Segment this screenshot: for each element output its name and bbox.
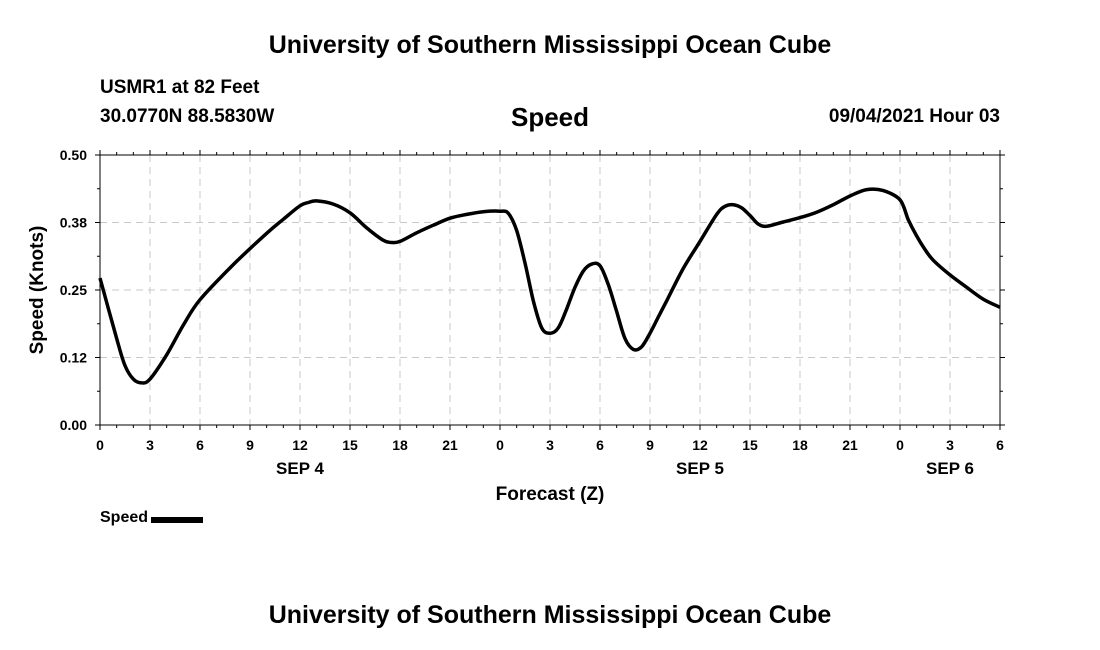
x-tick-labels: 0 3 6 9 12 15 18 21 0 3 6 9 12 15 18 21 0 3 6 xyxy=(96,437,1004,453)
date-label: SEP 6 xyxy=(926,459,974,478)
x-tick-label: 21 xyxy=(842,437,858,453)
x-tick-label: 6 xyxy=(196,437,204,453)
x-tick-label: 3 xyxy=(946,437,954,453)
station-label: USMR1 at 82 Feet xyxy=(100,77,260,98)
station-coordinates: 30.0770N 88.5830W xyxy=(100,106,275,127)
y-tick-label: 0.00 xyxy=(60,417,87,433)
x-tick-label: 0 xyxy=(496,437,504,453)
y-tick-label: 0.12 xyxy=(60,350,87,366)
x-tick-label: 0 xyxy=(896,437,904,453)
x-tick-label: 15 xyxy=(742,437,758,453)
grid-lines xyxy=(100,155,1000,425)
x-tick-label: 18 xyxy=(792,437,808,453)
legend-label: Speed xyxy=(100,509,149,526)
footer-title: University of Southern Mississippi Ocean… xyxy=(268,601,832,629)
x-tick-label: 9 xyxy=(646,437,654,453)
x-tick-label: 6 xyxy=(996,437,1004,453)
x-tick-label: 12 xyxy=(692,437,708,453)
x-tick-label: 21 xyxy=(442,437,458,453)
x-tick-label: 6 xyxy=(596,437,604,453)
legend-swatch xyxy=(151,516,204,523)
y-axis-title: Speed (Knots) xyxy=(27,226,48,355)
x-axis-title: Forecast (Z) xyxy=(496,484,605,505)
date-label: SEP 4 xyxy=(276,459,324,478)
x-tick-label: 3 xyxy=(146,437,154,453)
speed-series-line xyxy=(98,187,1001,385)
date-label: SEP 5 xyxy=(676,459,724,478)
y-tick-label: 0.38 xyxy=(60,215,87,231)
date-labels: SEP 4 SEP 5 SEP 6 xyxy=(276,459,974,478)
page-title: University of Southern Mississippi Ocean… xyxy=(268,31,832,59)
forecast-datetime: 09/04/2021 Hour 03 xyxy=(828,106,1000,127)
x-tick-label: 18 xyxy=(392,437,408,453)
x-tick-label: 15 xyxy=(342,437,358,453)
legend: Speed xyxy=(100,509,204,527)
speed-chart: 0.00 0.12 0.25 0.38 0.50 0 3 6 9 12 15 18 21 0 3 6 9 12 1… xyxy=(27,147,1005,505)
y-tick-labels: 0.00 0.12 0.25 0.38 0.50 xyxy=(60,147,87,433)
x-tick-label: 3 xyxy=(546,437,554,453)
plot-frame xyxy=(99,154,1001,426)
y-tick-label: 0.25 xyxy=(60,282,87,298)
x-tick-label: 12 xyxy=(292,437,308,453)
y-tick-label: 0.50 xyxy=(60,147,87,163)
x-tick-label: 0 xyxy=(96,437,104,453)
x-tick-label: 9 xyxy=(246,437,254,453)
chart-title: Speed xyxy=(510,102,590,132)
